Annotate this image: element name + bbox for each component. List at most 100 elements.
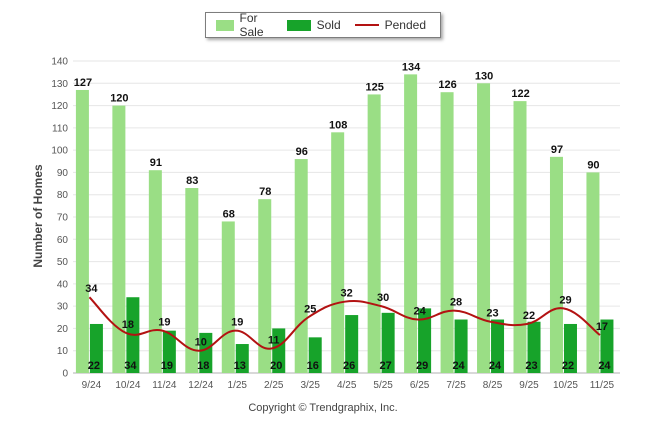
y-tick-label: 10 [57,346,69,357]
legend-swatch-sold [286,19,311,31]
data-label-pended: 17 [596,321,608,333]
data-label-pended: 25 [304,303,316,315]
data-label-sold: 22 [562,360,574,372]
data-label-pended: 18 [122,319,134,331]
x-tick-label: 11/25 [590,380,615,391]
data-label-for-sale: 126 [438,79,456,91]
y-tick-label: 70 [57,213,69,224]
bar-for-sale [367,94,381,373]
data-label-sold: 19 [161,360,173,372]
x-tick-label: 11/24 [152,380,177,391]
data-label-for-sale: 130 [475,70,493,82]
data-label-sold: 27 [380,360,392,372]
data-label-pended: 19 [158,317,170,329]
data-label-sold: 13 [234,360,246,372]
data-label-sold: 23 [525,360,537,372]
data-label-sold: 18 [197,360,209,372]
bar-sold [563,323,577,373]
x-tick-label: 4/25 [337,380,357,391]
bar-sold [418,308,432,373]
x-tick-label: 10/24 [115,380,140,391]
legend-item-for-sale[interactable]: For Sale [216,11,273,39]
x-tick-label: 1/25 [228,380,248,391]
data-label-pended: 30 [377,292,389,304]
bar-for-sale [440,92,454,373]
data-label-pended: 34 [85,283,98,295]
data-label-sold: 24 [598,360,611,372]
bar-sold [345,315,359,373]
data-label-pended: 29 [559,294,571,306]
y-tick-label: 110 [52,123,68,134]
bar-sold [272,328,286,373]
data-label-sold: 22 [88,360,100,372]
data-label-pended: 11 [268,334,280,346]
y-tick-label: 20 [57,324,69,335]
data-label-sold: 29 [416,360,428,372]
y-tick-label: 100 [51,146,68,157]
data-label-for-sale: 90 [587,159,599,171]
data-label-for-sale: 108 [329,119,347,131]
legend-item-sold[interactable]: Sold [286,18,341,32]
bar-sold [527,321,541,373]
data-label-sold: 20 [270,360,282,372]
bar-sold [199,332,213,373]
bar-sold [162,330,176,373]
bar-for-sale [112,105,126,374]
y-tick-label: 120 [51,101,68,112]
bar-sold [381,312,395,373]
bar-for-sale [549,156,563,373]
data-label-for-sale: 68 [223,208,235,220]
pended-line [88,296,601,352]
y-tick-label: 90 [57,168,69,179]
y-tick-label: 140 [51,57,68,68]
x-tick-label: 6/25 [410,380,430,391]
data-label-for-sale: 127 [74,77,92,89]
bar-for-sale [404,74,418,373]
copyright-text: Copyright © Trendgraphix, Inc. [248,402,398,414]
data-label-pended: 24 [413,306,426,318]
data-label-for-sale: 78 [259,186,271,198]
y-tick-label: 50 [57,257,69,268]
y-tick-label: 30 [57,302,69,313]
data-label-pended: 28 [450,297,462,309]
data-label-for-sale: 120 [110,93,128,105]
bar-for-sale [513,101,527,373]
data-label-for-sale: 122 [511,88,529,100]
y-tick-label: 130 [51,79,68,90]
data-label-sold: 24 [489,360,502,372]
data-label-for-sale: 91 [150,157,162,169]
x-tick-label: 7/25 [446,380,466,391]
bar-for-sale [185,188,199,373]
bar-for-sale [221,221,235,373]
data-label-sold: 16 [307,360,319,372]
legend-item-pended[interactable]: Pended [354,18,426,32]
bar-sold [491,319,505,373]
x-tick-label: 9/24 [82,380,102,391]
data-label-pended: 22 [523,310,535,322]
x-tick-label: 2/25 [264,380,284,391]
bar-for-sale [258,199,272,373]
bar-for-sale [75,89,89,373]
legend-swatch-for-sale [216,19,234,31]
data-label-for-sale: 125 [365,81,383,93]
data-label-sold: 34 [124,360,137,372]
y-tick-label: 0 [62,369,68,380]
x-tick-label: 10/25 [553,380,578,391]
y-tick-label: 40 [57,279,69,290]
x-tick-label: 12/24 [188,380,213,391]
legend-label-for-sale: For Sale [239,11,264,39]
x-tick-label: 5/25 [373,380,393,391]
bar-for-sale [586,172,600,373]
bar-for-sale [331,132,345,373]
data-label-pended: 10 [195,337,207,349]
bar-sold [308,337,322,373]
data-label-sold: 26 [343,360,355,372]
data-label-for-sale: 134 [402,61,421,73]
bar-sold [454,319,468,373]
x-tick-label: 9/25 [519,380,539,391]
bar-for-sale [148,170,162,373]
data-label-for-sale: 97 [551,144,563,156]
bar-sold [89,323,103,373]
legend-label-sold: Sold [316,18,341,32]
